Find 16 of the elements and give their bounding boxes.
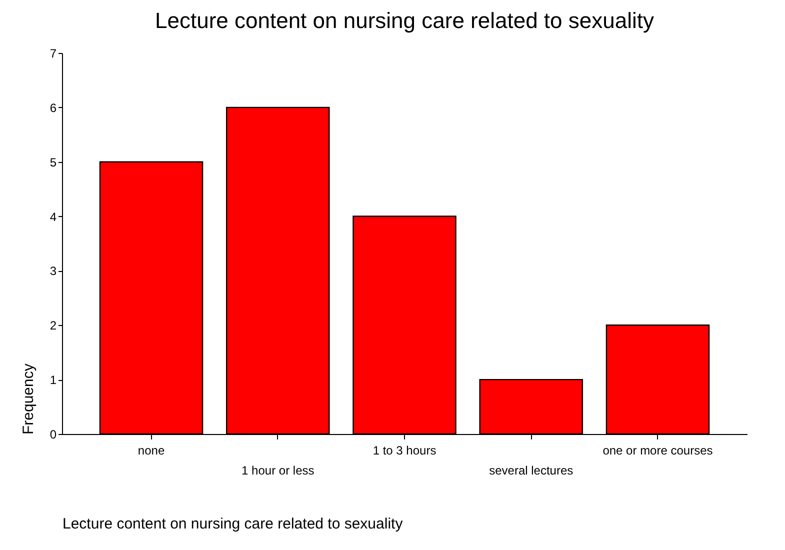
x-tick-label: 1 hour or less (242, 464, 314, 478)
x-tick-label: several lectures (489, 464, 574, 478)
y-tick-label: 2 (50, 318, 57, 333)
y-tick-label: 6 (50, 100, 57, 115)
y-tick-label: 7 (50, 46, 57, 60)
x-tick-label: one or more courses (602, 444, 713, 458)
y-axis-title: Frequency (20, 363, 37, 434)
x-axis-title: Lecture content on nursing care related to sexuality (62, 516, 404, 532)
y-tick-label: 5 (50, 155, 57, 170)
y-tick-label: 1 (50, 373, 57, 388)
y-tick-label: 3 (50, 264, 57, 278)
x-tick-label: none (138, 444, 165, 458)
x-tick-label: 1 to 3 hours (372, 444, 436, 458)
chart-title: Lecture content on nursing care related to sexuality (155, 8, 654, 33)
y-tick-label: 4 (50, 210, 57, 224)
y-tick-label: 0 (50, 428, 57, 442)
